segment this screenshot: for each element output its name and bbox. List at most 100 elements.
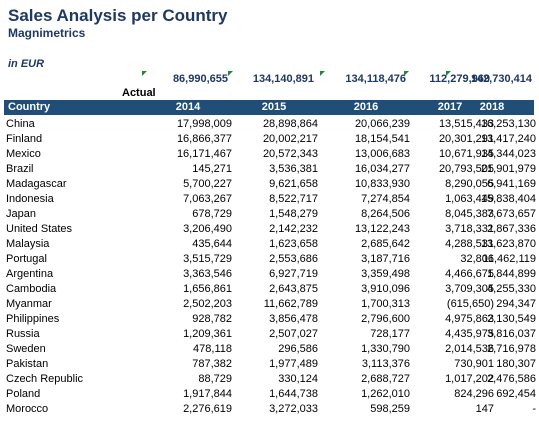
sales-value-cell: 1,623,658 (269, 238, 318, 250)
sales-value-cell: 1,700,313 (361, 298, 410, 310)
sales-value-cell: 28,898,864 (262, 118, 318, 130)
sales-value-cell: 13,122,243 (354, 223, 410, 235)
sales-value-cell: 2,553,686 (269, 253, 318, 265)
sales-value-cell: 2,142,232 (269, 223, 318, 235)
sales-value-cell: 3,272,033 (269, 403, 318, 415)
sales-value-cell: 9,621,658 (269, 178, 318, 190)
sales-table-body: China 17,998,009 28,898,864 20,066,239 13,51… (4, 117, 536, 417)
sales-value-cell: 3,910,096 (361, 283, 410, 295)
sales-value-cell: 147 (475, 403, 494, 415)
sales-value-cell: 2,643,875 (269, 283, 318, 295)
sales-value-cell: 10,671,935 (438, 148, 494, 160)
country-cell: Myanmar (6, 298, 52, 310)
sales-value-cell: 7,063,267 (183, 193, 232, 205)
table-row: United States 3,206,490 2,142,232 13,122,24… (4, 222, 536, 237)
country-cell: Finland (6, 133, 43, 145)
scenario-label: Actual (122, 87, 156, 99)
sales-value-cell: 928,782 (192, 313, 232, 325)
sales-value-cell: 1,977,489 (269, 358, 318, 370)
table-row: Brazil 145,271 3,536,381 16,034,277 20,793,5… (4, 162, 536, 177)
sales-value-cell: 1,844,899 (487, 268, 536, 280)
country-cell: Argentina (6, 268, 54, 280)
sales-value-cell: (615,650) (446, 298, 494, 310)
sales-value-cell: 6,927,719 (269, 268, 318, 280)
sales-value-cell: 13,006,683 (354, 148, 410, 160)
sales-value-cell: 3,206,490 (183, 223, 232, 235)
sales-value-cell: 1,262,010 (361, 388, 410, 400)
total-value: 134,140,891 (252, 73, 314, 85)
sales-value-cell: 2,716,978 (487, 343, 536, 355)
total-value: 142,730,414 (470, 73, 532, 85)
sales-value-cell: 4,975,863 (445, 313, 494, 325)
sales-value-cell: 294,347 (496, 298, 536, 310)
table-row: Russia 1,209,361 2,507,027 728,177 4,435,975… (4, 327, 536, 342)
sales-value-cell: 3,856,478 (269, 313, 318, 325)
sales-value-cell: 3,515,729 (183, 253, 232, 265)
table-row: Indonesia 7,063,267 8,522,717 7,274,854 1,06… (4, 192, 536, 207)
table-header: Country 2014 2015 2016 2017 2018 (4, 100, 534, 115)
country-cell: Brazil (6, 163, 34, 175)
sales-value-cell: 14,344,023 (480, 148, 536, 160)
header-year: 2016 (353, 101, 379, 113)
sales-value-cell: 15,838,404 (480, 193, 536, 205)
country-cell: United States (6, 223, 73, 235)
sales-value-cell: 2,014,536 (445, 343, 494, 355)
sales-value-cell: 4,435,975 (445, 328, 494, 340)
sales-value-cell: 3,709,305 (445, 283, 494, 295)
sales-value-cell: 20,572,343 (262, 148, 318, 160)
sales-value-cell: 2,502,203 (183, 298, 232, 310)
country-cell: Indonesia (6, 193, 54, 205)
country-cell: Morocco (6, 403, 49, 415)
table-row: Malaysia 435,644 1,623,658 2,685,642 4,288,5… (4, 237, 536, 252)
sales-value-cell: 3,187,716 (361, 253, 410, 265)
header-year: 2018 (479, 101, 505, 113)
header-year: 2017 (437, 101, 463, 113)
header-year: 2014 (175, 101, 201, 113)
sales-value-cell: 20,793,505 (438, 163, 494, 175)
sales-value-cell: 787,382 (192, 358, 232, 370)
table-row: China 17,998,009 28,898,864 20,066,239 13,51… (4, 117, 536, 132)
sales-value-cell: 3,536,381 (269, 163, 318, 175)
table-row: Czech Republic 88,729 330,124 2,688,727 1,01… (4, 372, 536, 387)
sales-value-cell: 1,644,738 (269, 388, 318, 400)
country-cell: Mexico (6, 148, 41, 160)
sales-value-cell: - (532, 403, 536, 415)
sales-value-cell: 1,917,844 (183, 388, 232, 400)
sales-value-cell: 598,259 (370, 403, 410, 415)
table-row: Japan 678,729 1,548,279 8,264,506 8,045,383 7… (4, 207, 536, 222)
sales-value-cell: 21,901,979 (480, 163, 536, 175)
table-row: Cambodia 1,656,861 2,643,875 3,910,096 3,709… (4, 282, 536, 297)
country-cell: Sweden (6, 343, 46, 355)
report-subtitle: Magnimetrics (8, 26, 86, 40)
header-country: Country (8, 101, 51, 113)
sales-value-cell: 478,118 (193, 343, 232, 355)
sales-value-cell: 8,522,717 (269, 193, 318, 205)
sales-value-cell: 8,264,506 (361, 208, 410, 220)
country-cell: Philippines (6, 313, 60, 325)
currency-unit-label: in EUR (8, 58, 45, 70)
table-row: Poland 1,917,844 1,644,738 1,262,010 824,296… (4, 387, 536, 402)
country-cell: Japan (6, 208, 36, 220)
sales-value-cell: 2,685,642 (361, 238, 410, 250)
country-cell: Cambodia (6, 283, 57, 295)
sales-value-cell: 4,466,675 (445, 268, 494, 280)
country-cell: Madagascar (6, 178, 67, 190)
table-row: Finland 16,866,377 20,002,217 18,154,541 20,… (4, 132, 536, 147)
sales-value-cell: 2,476,586 (487, 373, 536, 385)
sales-value-cell: 145,271 (192, 163, 232, 175)
sales-value-cell: 88,729 (198, 373, 232, 385)
table-row: Myanmar 2,502,203 11,662,789 1,700,313 (615,… (4, 297, 536, 312)
sales-value-cell: 16,171,467 (176, 148, 232, 160)
sales-value-cell: 435,644 (192, 238, 232, 250)
table-row: Philippines 928,782 3,856,478 2,796,600 4,97… (4, 312, 536, 327)
sales-value-cell: 16,034,277 (354, 163, 410, 175)
sales-value-cell: 13,623,870 (480, 238, 536, 250)
sales-value-cell: 4,288,531 (445, 238, 494, 250)
sales-value-cell: 2,867,336 (487, 223, 536, 235)
country-cell: Portugal (6, 253, 47, 265)
sales-value-cell: 2,507,027 (269, 328, 318, 340)
country-cell: Russia (6, 328, 40, 340)
country-cell: Malaysia (6, 238, 50, 250)
sales-value-cell: 1,330,790 (361, 343, 410, 355)
sales-value-cell: 730,901 (454, 358, 494, 370)
